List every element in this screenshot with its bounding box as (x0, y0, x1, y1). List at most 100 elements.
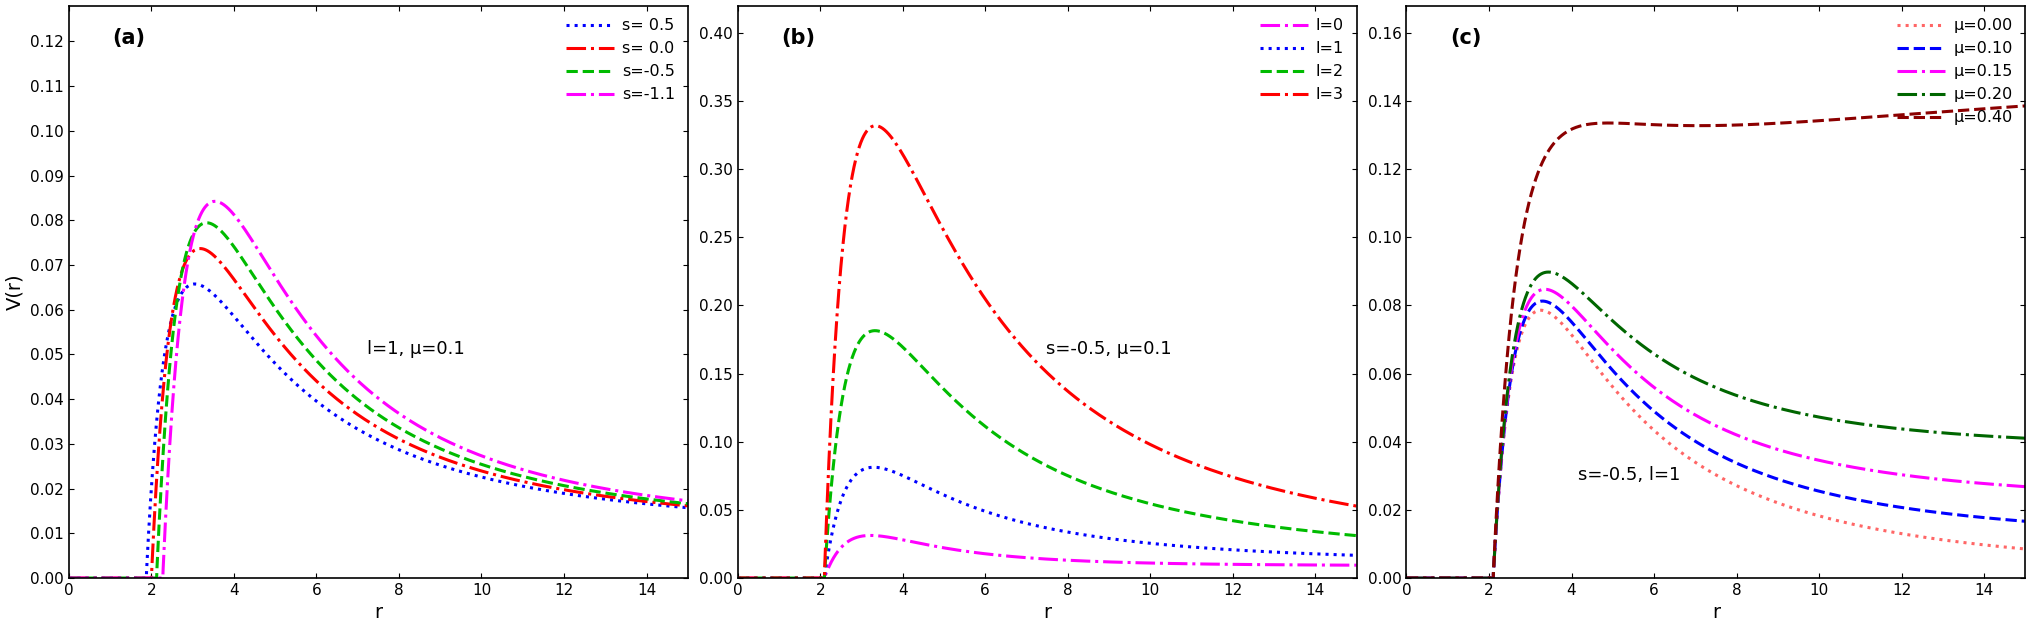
l=2 (1096, 488, 1121, 495)
Legend: μ=0.00, μ=0.10, μ=0.15, μ=0.20, μ=0.40: μ=0.00, μ=0.10, μ=0.15, μ=0.20, μ=0.40 (1892, 14, 2016, 130)
s=-0.5 (57, 574, 81, 582)
s= 0.0 (189, 245, 213, 252)
Line: μ=0.10: μ=0.10 (1407, 301, 2024, 578)
l=1 (1096, 534, 1121, 542)
μ=0.00 (1529, 306, 1553, 314)
Text: l=1, μ=0.1: l=1, μ=0.1 (365, 340, 465, 358)
l=2 (725, 574, 749, 582)
Line: μ=0.20: μ=0.20 (1407, 272, 2024, 578)
μ=0.10 (1855, 498, 1880, 506)
μ=0.40 (1797, 117, 1821, 125)
l=1 (1234, 547, 1259, 555)
l=1 (838, 477, 863, 485)
μ=0.15 (1395, 574, 1419, 582)
μ=0.00 (1902, 532, 1926, 539)
s= 0.0 (428, 453, 453, 461)
l=0 (725, 574, 749, 582)
s= 0.5 (566, 492, 591, 499)
l=3 (838, 182, 863, 190)
Line: s= 0.0: s= 0.0 (69, 249, 688, 578)
l=0 (838, 536, 863, 544)
s=-1.1 (566, 480, 591, 487)
l=1 (861, 463, 885, 471)
Text: s=-0.5, l=1: s=-0.5, l=1 (1577, 466, 1679, 484)
μ=0.15 (1855, 466, 1880, 474)
μ=0.20 (1797, 411, 1821, 419)
μ=0.15 (2012, 483, 2030, 490)
l=0 (1344, 561, 1368, 569)
μ=0.10 (1764, 475, 1788, 483)
Line: s=-0.5: s=-0.5 (69, 223, 688, 578)
l=2 (962, 414, 987, 421)
X-axis label: r: r (1043, 604, 1052, 622)
l=3 (1344, 502, 1368, 510)
Text: (b): (b) (782, 28, 814, 48)
Line: s=-1.1: s=-1.1 (69, 202, 688, 578)
s=-1.1 (428, 434, 453, 441)
l=0 (1129, 559, 1153, 566)
s=-1.1 (57, 574, 81, 582)
l=2 (838, 359, 863, 367)
l=3 (1129, 436, 1153, 443)
μ=0.00 (1395, 574, 1419, 582)
l=0 (1234, 561, 1259, 568)
l=3 (1096, 418, 1121, 425)
μ=0.40 (1764, 119, 1788, 127)
μ=0.20 (1535, 268, 1559, 276)
s=-1.1 (294, 318, 319, 326)
s=-1.1 (459, 448, 483, 456)
s= 0.0 (294, 367, 319, 374)
s= 0.5 (518, 484, 542, 492)
μ=0.15 (1506, 325, 1531, 332)
l=1 (1344, 551, 1368, 559)
s= 0.5 (459, 471, 483, 479)
Y-axis label: V(r): V(r) (6, 273, 24, 310)
μ=0.00 (1855, 524, 1880, 531)
l=0 (859, 532, 883, 539)
μ=0.15 (1630, 375, 1654, 382)
μ=0.20 (1902, 426, 1926, 434)
μ=0.40 (1506, 249, 1531, 257)
μ=0.10 (1797, 485, 1821, 492)
μ=0.15 (1797, 454, 1821, 462)
s= 0.0 (566, 489, 591, 496)
μ=0.00 (1797, 509, 1821, 517)
l=0 (962, 549, 987, 556)
s=-0.5 (428, 445, 453, 453)
μ=0.00 (1506, 337, 1531, 345)
μ=0.20 (1764, 404, 1788, 412)
s= 0.5 (168, 290, 193, 297)
μ=0.10 (1529, 297, 1553, 305)
s= 0.0 (459, 464, 483, 472)
Line: l=3: l=3 (737, 126, 1356, 578)
μ=0.40 (2012, 102, 2030, 110)
l=1 (1188, 544, 1212, 551)
Line: l=2: l=2 (737, 331, 1356, 578)
μ=0.20 (1630, 342, 1654, 350)
l=1 (1129, 538, 1153, 546)
μ=0.15 (1764, 446, 1788, 453)
s=-1.1 (676, 497, 700, 504)
μ=0.10 (1395, 574, 1419, 582)
Line: l=1: l=1 (737, 467, 1356, 578)
s= 0.0 (168, 268, 193, 276)
l=0 (1188, 560, 1212, 568)
s= 0.5 (676, 504, 700, 512)
l=2 (1129, 497, 1153, 505)
l=3 (962, 279, 987, 286)
μ=0.40 (1395, 574, 1419, 582)
Line: μ=0.40: μ=0.40 (1407, 106, 2024, 578)
s= 0.0 (518, 480, 542, 487)
Text: (c): (c) (1449, 28, 1480, 48)
s=-1.1 (518, 468, 542, 476)
μ=0.40 (1630, 121, 1654, 128)
μ=0.20 (1855, 421, 1880, 429)
μ=0.10 (1902, 506, 1926, 513)
μ=0.00 (1764, 499, 1788, 507)
l=2 (1344, 532, 1368, 539)
s= 0.0 (676, 502, 700, 509)
l=2 (1234, 519, 1259, 527)
s=-0.5 (294, 345, 319, 352)
μ=0.10 (1506, 332, 1531, 339)
μ=0.00 (2012, 545, 2030, 553)
